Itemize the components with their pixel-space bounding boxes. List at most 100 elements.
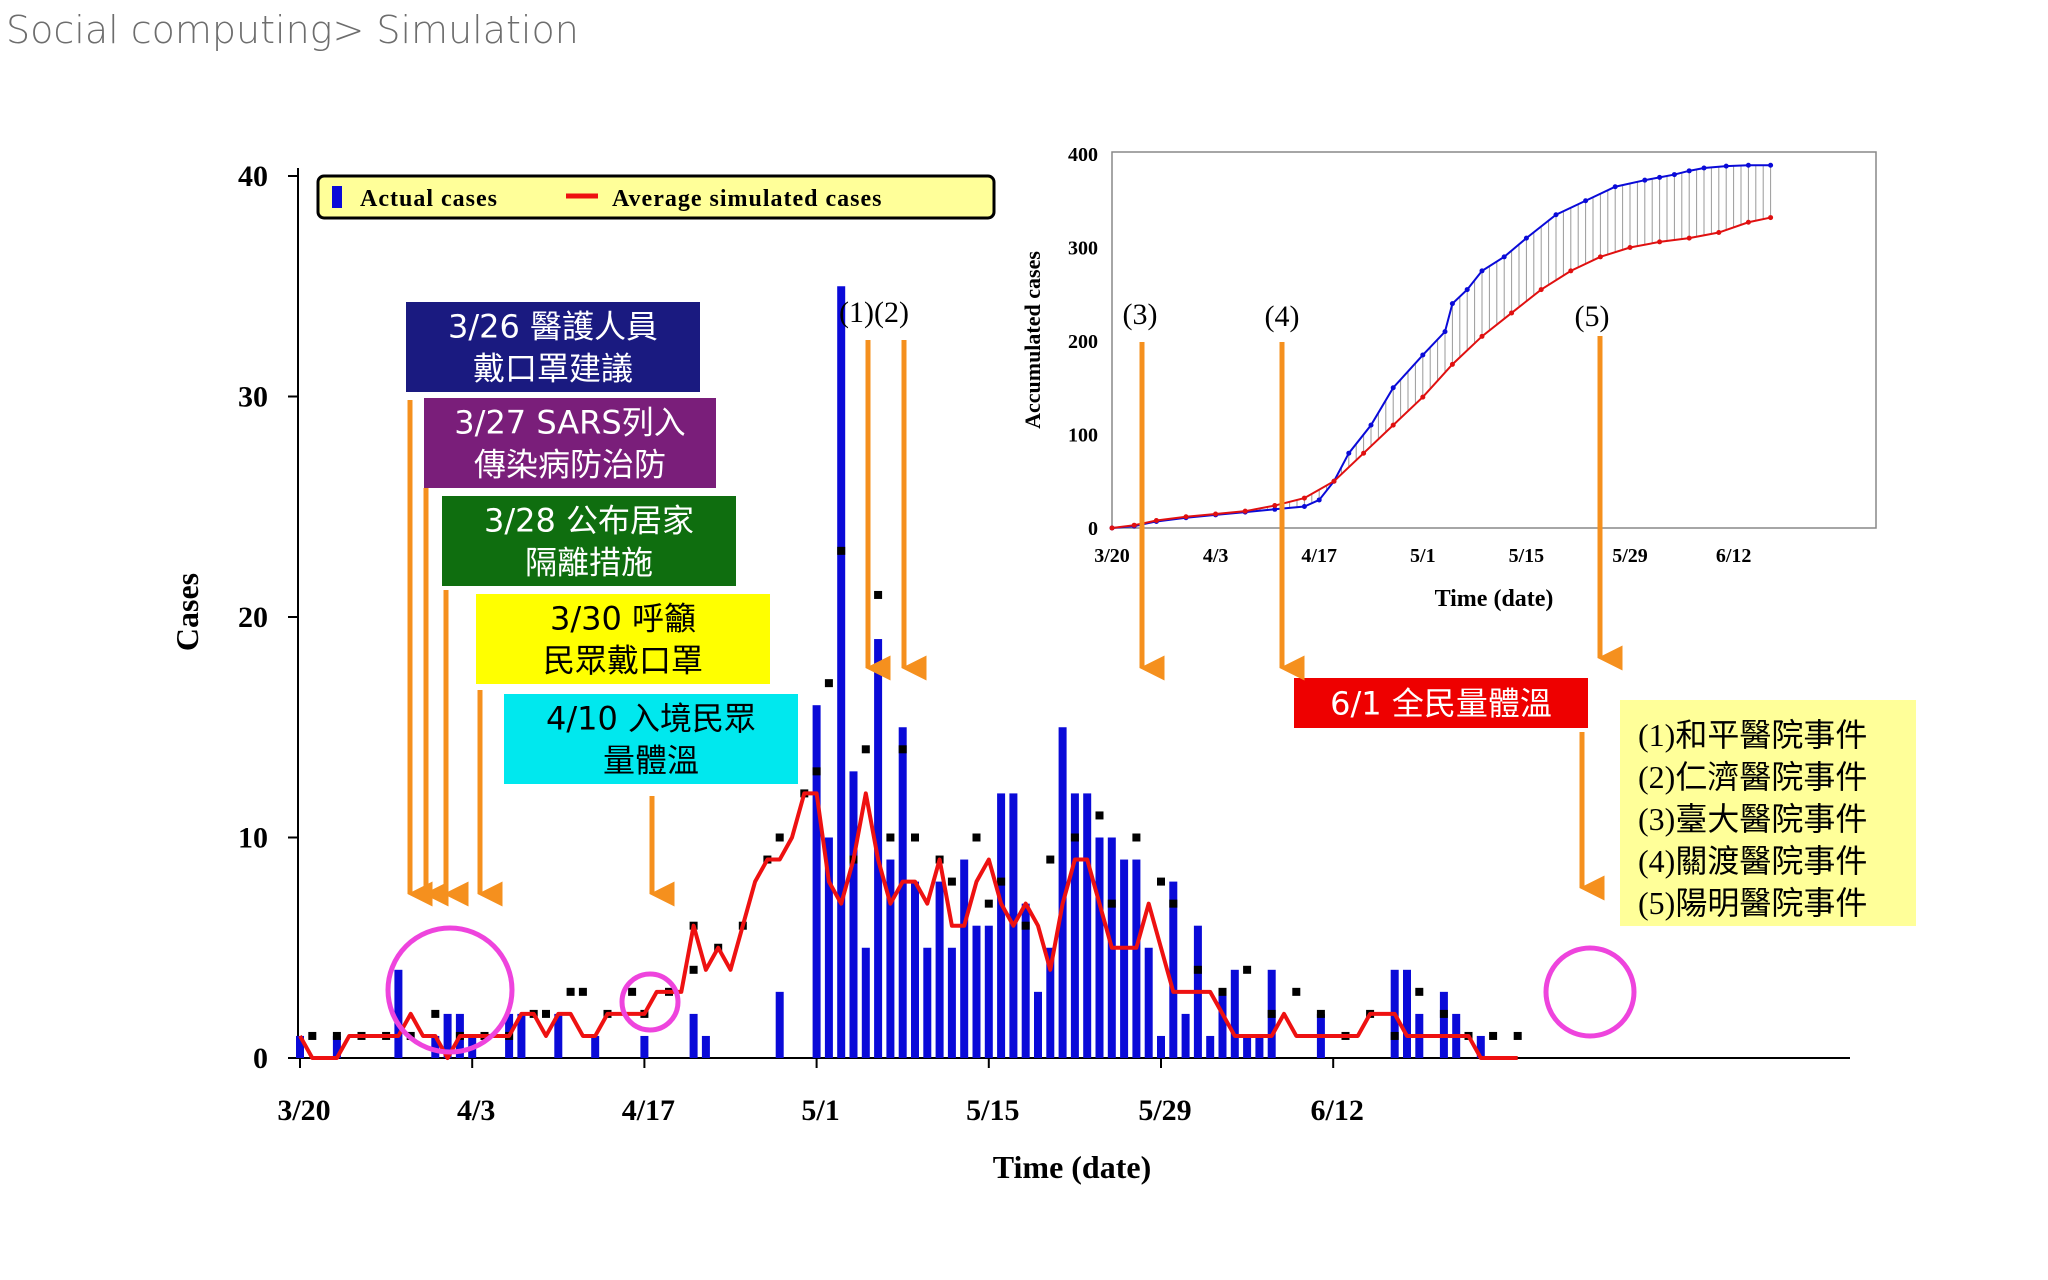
simulation-run-point bbox=[431, 1009, 440, 1018]
simulation-run-point bbox=[1243, 965, 1252, 974]
simulation-run-point bbox=[1132, 833, 1141, 842]
actual-case-bar bbox=[1095, 837, 1104, 1058]
actual-case-bar bbox=[1034, 991, 1042, 1058]
inset-point bbox=[1509, 310, 1515, 316]
inset-point bbox=[1213, 511, 1219, 517]
simulation-run-point bbox=[984, 899, 993, 908]
simulation-run-point bbox=[1046, 855, 1055, 864]
inset-point bbox=[1597, 254, 1603, 260]
actual-case-bar bbox=[1403, 969, 1411, 1058]
event-box-label: 3/26 醫護人員 bbox=[448, 308, 658, 346]
event-box bbox=[476, 594, 770, 684]
simulation-run-point bbox=[861, 745, 870, 754]
x-tick-label: 6/12 bbox=[1311, 1094, 1364, 1127]
inset-point bbox=[1686, 168, 1692, 174]
simulation-run-point bbox=[628, 987, 637, 996]
inset-x-axis-title: Time (date) bbox=[1435, 586, 1554, 612]
actual-case-bar bbox=[1230, 969, 1239, 1058]
inset-point bbox=[1553, 212, 1559, 218]
inset-point bbox=[1442, 329, 1448, 335]
x-tick-label: 3/20 bbox=[277, 1094, 330, 1127]
inset-point bbox=[1301, 503, 1307, 509]
simulation-run-point bbox=[1218, 987, 1227, 996]
event-box-label: 3/27 SARS列入 bbox=[454, 404, 685, 442]
inset-actual-line bbox=[1111, 164, 1771, 529]
event-box bbox=[504, 694, 798, 784]
event-box bbox=[424, 398, 716, 488]
legend-label-actual: Actual cases bbox=[360, 186, 498, 212]
event-key-item: (4)關渡醫院事件 bbox=[1638, 843, 1867, 879]
simulation-run-point bbox=[332, 1031, 341, 1040]
inset-point bbox=[1449, 361, 1455, 367]
x-tick-label: 5/29 bbox=[1138, 1094, 1191, 1127]
simulation-run-point bbox=[1070, 833, 1079, 842]
simulation-run-point bbox=[1316, 1009, 1325, 1018]
actual-case-bar bbox=[886, 859, 895, 1058]
actual-case-bar bbox=[935, 881, 944, 1058]
simulation-run-point bbox=[1169, 899, 1178, 908]
simulation-run-point bbox=[542, 1009, 550, 1018]
inset-point bbox=[1768, 215, 1774, 221]
actual-case-bar bbox=[443, 1013, 452, 1058]
simulation-run-point bbox=[997, 877, 1006, 886]
actual-case-bar bbox=[689, 1013, 698, 1058]
event-box-label: 民眾戴口罩 bbox=[543, 642, 703, 680]
actual-case-bar bbox=[812, 705, 821, 1058]
inset-point bbox=[1583, 198, 1589, 204]
inset-point bbox=[1346, 450, 1352, 456]
inset-point bbox=[1464, 287, 1470, 293]
x-axis-title: Time (date) bbox=[993, 1149, 1151, 1185]
actual-case-bar bbox=[1083, 793, 1092, 1058]
inset-point bbox=[1272, 506, 1278, 512]
actual-case-bar bbox=[911, 881, 919, 1058]
actual-case-bar bbox=[1070, 793, 1079, 1058]
actual-case-bar bbox=[1120, 859, 1129, 1058]
actual-case-bar bbox=[1132, 859, 1141, 1058]
event-key-item: (3)臺大醫院事件 bbox=[1638, 801, 1867, 837]
event-box-label: 6/1 全民量體溫 bbox=[1330, 685, 1552, 723]
inset-point bbox=[1642, 177, 1648, 183]
event-box-label: 隔離措施 bbox=[525, 544, 653, 582]
inset-point bbox=[1479, 268, 1485, 274]
actual-case-bar bbox=[874, 639, 883, 1058]
inset-point bbox=[1701, 165, 1707, 171]
inset-point bbox=[1657, 174, 1663, 180]
main-chart: 0 10 20 30 40 3/20 4/3 4/17 5/1 5/15 5/29 6/12 Time … bbox=[169, 160, 1850, 1185]
inset-point bbox=[1745, 162, 1751, 168]
inset-x-tick-label: 4/3 bbox=[1203, 545, 1229, 567]
actual-case-bar bbox=[431, 1035, 440, 1058]
actual-case-bar bbox=[984, 925, 993, 1058]
actual-case-bar bbox=[1255, 1035, 1264, 1058]
highlight-circle bbox=[385, 925, 515, 1055]
average-simulated-line bbox=[298, 791, 1518, 1060]
y-tick-label: 20 bbox=[238, 601, 268, 634]
inset-x-tick-label: 3/20 bbox=[1094, 545, 1130, 567]
actual-case-bar bbox=[837, 286, 846, 1058]
legend-label-simulated: Average simulated cases bbox=[612, 186, 883, 212]
simulation-run-point bbox=[911, 833, 919, 842]
actual-case-bar bbox=[1476, 1035, 1485, 1058]
simulation-run-point bbox=[1513, 1031, 1522, 1040]
y-tick-label: 40 bbox=[238, 160, 268, 193]
actual-case-bar bbox=[1206, 1035, 1215, 1058]
event-box-label: 3/30 呼籲 bbox=[550, 600, 696, 638]
event-box bbox=[406, 302, 700, 392]
inset-point bbox=[1768, 162, 1774, 168]
inset-y-tick-label: 100 bbox=[1068, 425, 1098, 447]
inset-point bbox=[1716, 230, 1722, 236]
legend-box bbox=[316, 174, 996, 220]
simulation-run-point bbox=[1157, 877, 1165, 886]
inset-point bbox=[1723, 163, 1729, 169]
event-box-label: 傳染病防治防 bbox=[474, 446, 666, 484]
inset-point bbox=[1331, 478, 1337, 484]
event-box bbox=[1294, 678, 1588, 728]
actual-case-bar bbox=[640, 1035, 649, 1058]
highlight-circle bbox=[619, 971, 681, 1033]
event-key-item: (1)和平醫院事件 bbox=[1638, 717, 1867, 753]
inset-point bbox=[1657, 239, 1663, 245]
simulation-run-point bbox=[1390, 1031, 1399, 1040]
actual-case-bar bbox=[1439, 991, 1448, 1058]
inset-x-tick-label: 4/17 bbox=[1301, 545, 1337, 567]
